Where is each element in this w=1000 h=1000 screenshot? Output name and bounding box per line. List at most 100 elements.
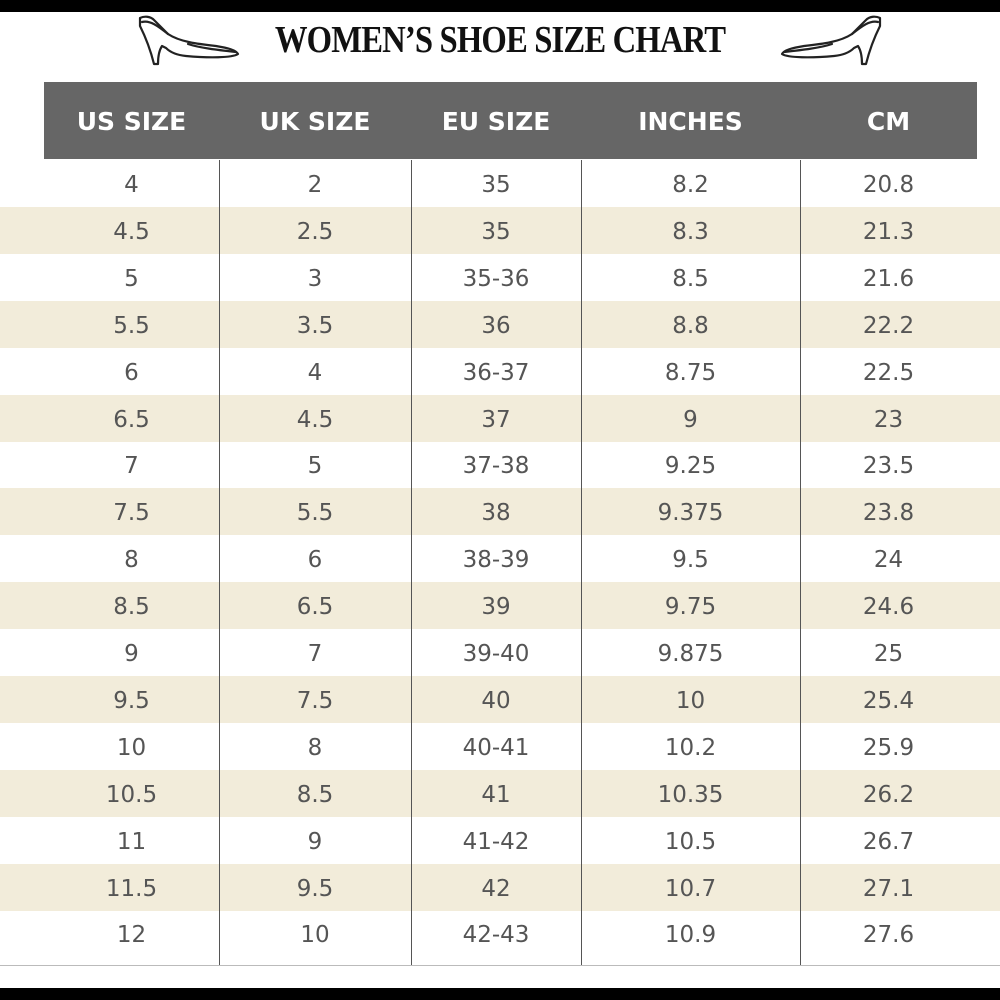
table-cell-inches: 9.25 [664, 453, 717, 480]
table-row: 9.5 7.5 40 10 25.4 [0, 675, 1000, 723]
table-cell-us-size: 11 [116, 828, 147, 855]
column-header-cm: CM [866, 107, 911, 136]
table-cell-us-size: 10 [116, 734, 147, 761]
table-cell-eu-size: 42-43 [462, 922, 530, 949]
table-cell-inches: 9 [683, 406, 698, 433]
table-row: 4.5 2.5 35 8.3 21.3 [0, 206, 1000, 254]
column-header-inches: INCHES [638, 107, 743, 136]
table-cell-uk-size: 6.5 [296, 594, 334, 621]
table-cell-us-size: 7 [124, 453, 139, 480]
table-cell-us-size: 7.5 [113, 500, 150, 527]
table-cell-cm: 23.5 [862, 453, 915, 480]
table-row: 11.5 9.5 42 10.7 27.1 [0, 863, 1000, 911]
table-row: 11 9 41-42 10.5 26.7 [0, 817, 1000, 864]
table-cell-uk-size: 7.5 [296, 687, 334, 714]
table-cell-eu-size: 38-39 [462, 547, 530, 574]
table-cell-inches: 8.75 [664, 359, 717, 386]
high-heel-shoe-icon [138, 15, 240, 66]
table-row: 5.5 3.5 36 8.8 22.2 [0, 300, 1000, 348]
table-cell-inches: 10.9 [664, 922, 717, 949]
table-cell-cm: 26.2 [862, 781, 915, 808]
table-row: 10.5 8.5 41 10.35 26.2 [0, 769, 1000, 817]
table-cell-inches: 10 [675, 687, 706, 714]
table-cell-uk-size: 2.5 [296, 218, 334, 245]
table-bottom-border [0, 965, 1000, 966]
table-cell-us-size: 6.5 [113, 406, 150, 433]
table-cell-cm: 24.6 [862, 594, 915, 621]
table-cell-inches: 10.7 [664, 875, 717, 902]
table-cell-uk-size: 5 [307, 453, 323, 480]
table-cell-inches: 9.875 [657, 641, 724, 667]
table-cell-eu-size: 35-36 [462, 265, 530, 292]
table-cell-cm: 21.6 [862, 265, 915, 292]
table-cell-us-size: 8.5 [113, 594, 150, 621]
table-cell-uk-size: 10 [300, 922, 330, 949]
column-header-uk-size: UK SIZE [259, 107, 371, 136]
table-row: 6 4 36-37 8.75 22.5 [0, 348, 1000, 395]
column-header-eu-size: EU SIZE [441, 107, 551, 136]
table-cell-inches: 9.5 [672, 547, 709, 574]
table-row: 4 2 35 8.2 20.8 [0, 160, 1000, 207]
table-cell-inches: 9.75 [664, 594, 717, 621]
high-heel-shoe-icon [780, 15, 882, 66]
table-row: 6.5 4.5 37 9 23 [0, 394, 1000, 442]
table-cell-eu-size: 41 [481, 781, 511, 808]
table-cell-cm: 23.8 [862, 500, 915, 527]
table-cell-inches: 8.5 [672, 265, 709, 292]
table-cell-cm: 27.1 [862, 875, 915, 902]
column-divider [219, 160, 220, 965]
table-cell-us-size: 4 [124, 172, 139, 198]
table-cell-cm: 22.5 [862, 359, 915, 386]
table-cell-eu-size: 39-40 [462, 641, 530, 667]
column-divider [581, 160, 582, 965]
table-cell-us-size: 11.5 [105, 875, 158, 902]
size-chart-sheet: WOMEN’S SHOE SIZE CHART US SIZE UK SIZE EU… [0, 12, 1000, 988]
table-cell-uk-size: 8 [307, 734, 323, 761]
table-row: 12 10 42-43 10.9 27.6 [0, 910, 1000, 957]
table-cell-us-size: 8 [124, 547, 139, 574]
table-cell-inches: 10.35 [657, 781, 724, 808]
table-cell-cm: 25.9 [862, 734, 915, 761]
table-cell-cm: 25.4 [862, 687, 915, 714]
table-cell-cm: 24 [873, 547, 904, 574]
table-row: 7 5 37-38 9.25 23.5 [0, 441, 1000, 488]
table-cell-uk-size: 6 [307, 547, 323, 574]
table-cell-eu-size: 40 [481, 687, 511, 714]
column-header-us-size: US SIZE [76, 107, 187, 136]
table-cell-cm: 22.2 [862, 312, 915, 339]
table-cell-cm: 27.6 [862, 922, 915, 949]
table-cell-eu-size: 38 [481, 500, 511, 527]
table-cell-eu-size: 35 [481, 172, 511, 198]
table-cell-uk-size: 9 [307, 828, 323, 855]
column-divider [800, 160, 801, 965]
table-cell-eu-size: 37-38 [462, 453, 530, 480]
table-cell-inches: 8.2 [672, 172, 709, 198]
table-cell-us-size: 9.5 [113, 687, 150, 714]
table-cell-cm: 20.8 [862, 172, 915, 198]
table-cell-uk-size: 9.5 [296, 875, 334, 902]
table-cell-uk-size: 8.5 [296, 781, 334, 808]
table-cell-inches: 10.5 [664, 828, 717, 855]
table-cell-us-size: 6 [124, 359, 139, 386]
table-cell-eu-size: 36-37 [462, 359, 530, 386]
table-cell-us-size: 5.5 [113, 312, 150, 339]
table-cell-inches: 10.2 [664, 734, 717, 761]
table-cell-cm: 23 [873, 406, 904, 433]
table-cell-eu-size: 35 [481, 218, 511, 245]
table-cell-eu-size: 40-41 [462, 734, 530, 761]
table-cell-us-size: 12 [116, 922, 147, 949]
table-cell-uk-size: 3 [307, 265, 323, 292]
table-cell-us-size: 10.5 [105, 781, 158, 808]
table-cell-cm: 21.3 [862, 218, 915, 245]
table-row: 5 3 35-36 8.5 21.6 [0, 254, 1000, 301]
table-cell-uk-size: 4 [307, 359, 323, 386]
table-cell-eu-size: 36 [481, 312, 511, 339]
table-cell-inches: 8.3 [672, 218, 709, 245]
table-cell-eu-size: 37 [481, 406, 511, 433]
table-cell-uk-size: 2 [307, 172, 323, 198]
table-header-row: US SIZE UK SIZE EU SIZE INCHES CM [44, 82, 977, 159]
table-cell-uk-size: 3.5 [296, 312, 334, 339]
table-cell-us-size: 4.5 [113, 218, 150, 245]
title-bar: WOMEN’S SHOE SIZE CHART [0, 12, 1000, 70]
table-cell-eu-size: 42 [481, 875, 511, 902]
